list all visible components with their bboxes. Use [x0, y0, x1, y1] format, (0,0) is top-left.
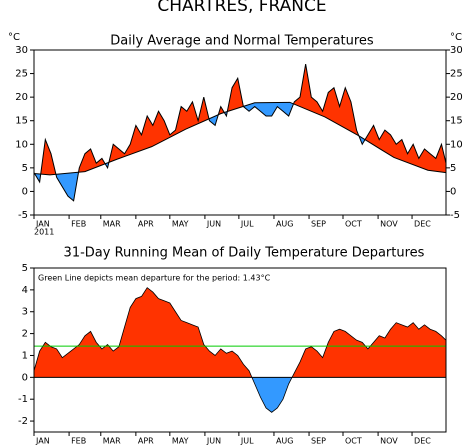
y-tick-label: 10 — [450, 139, 463, 150]
plot-frame — [33, 267, 447, 433]
y-tick-label: 0 — [450, 186, 456, 197]
y-tick-label: 25 — [15, 69, 28, 80]
y-tick-label: 20 — [450, 92, 463, 103]
x-tick-label: JAN — [35, 437, 50, 446]
y-tick-label: 0 — [22, 372, 28, 383]
y-tick-label: 30 — [450, 45, 463, 56]
x-tick-label: OCT — [345, 220, 362, 229]
mean-line-trace — [33, 287, 447, 413]
y-tick-label: 30 — [15, 45, 28, 56]
above-normal-area — [34, 64, 446, 175]
daily-line — [33, 64, 447, 202]
y-tick-label: 5 — [450, 163, 456, 174]
y-tick-label: -5 — [450, 210, 460, 221]
chart-title: CHARTRES, FRANCE — [157, 0, 326, 16]
y-tick-label: 4 — [22, 285, 28, 296]
y-tick-label: 5 — [22, 163, 28, 174]
x-tick-label: SEP — [311, 437, 326, 446]
y-tick-label: 2 — [22, 329, 28, 340]
chart-title: 31-Day Running Mean of Daily Temperature… — [64, 246, 425, 261]
y-tick-label: 0 — [22, 186, 28, 197]
x-tick-label: APR — [138, 220, 154, 229]
x-tick-label: AUG — [276, 220, 294, 229]
chart-subtitle: Daily Average and Normal Temperatures — [110, 34, 374, 49]
x-tick-label: JUL — [240, 437, 254, 446]
x-tick-label: DEC — [414, 220, 431, 229]
x-tick-label: APR — [138, 437, 154, 446]
below-normal-area — [34, 102, 446, 201]
x-tick-label: DEC — [414, 437, 431, 446]
y-tick-label: 20 — [15, 92, 28, 103]
x-tick-label: JUN — [206, 437, 221, 446]
x-tick-label: AUG — [276, 437, 294, 446]
x-tick-label: NOV — [380, 437, 398, 446]
annotation: Green Line depicts mean departure for th… — [38, 274, 271, 283]
x-tick-label: MAR — [103, 220, 121, 229]
y-tick-label: 25 — [450, 69, 463, 80]
y-tick-label: 1 — [22, 350, 28, 361]
y-tick-label: 5 — [22, 263, 28, 274]
x-tick-label: JUN — [206, 220, 221, 229]
y-tick-label: -5 — [18, 210, 28, 221]
y-unit: °C — [8, 32, 20, 43]
y-tick-label: 15 — [450, 116, 463, 127]
x-tick-label: MAY — [172, 220, 189, 229]
x-tick-label: SEP — [311, 220, 326, 229]
x-tick-label: OCT — [345, 437, 362, 446]
positive-area — [34, 287, 446, 378]
x-tick-label: MAR — [103, 437, 121, 446]
y-tick-label: 10 — [15, 139, 28, 150]
x-tick-label: FEB — [71, 220, 86, 229]
y-unit: °C — [450, 32, 462, 43]
y-tick-label: 3 — [22, 307, 28, 318]
y-tick-label: -2 — [18, 416, 28, 427]
x-tick-label: MAY — [172, 437, 189, 446]
normal-line — [33, 101, 447, 176]
x-tick-label: NOV — [380, 220, 398, 229]
x-tick-label: JAN — [35, 220, 50, 229]
x-tick-label: JUL — [240, 220, 254, 229]
y-tick-label: 15 — [15, 116, 28, 127]
plot-frame — [33, 49, 447, 216]
x-tick-label: FEB — [71, 437, 86, 446]
year-label: 2011 — [34, 228, 54, 237]
y-tick-label: -1 — [18, 394, 28, 405]
